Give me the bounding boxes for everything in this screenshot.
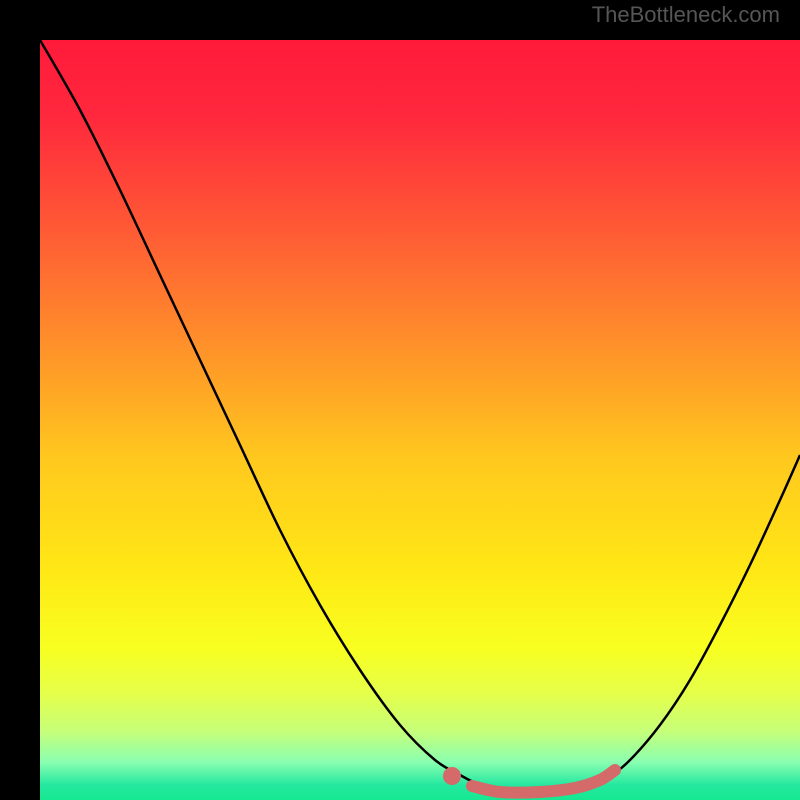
chart-svg	[40, 40, 800, 800]
highlight-dot	[443, 767, 461, 785]
watermark-text: TheBottleneck.com	[592, 2, 780, 28]
chart-frame	[0, 0, 800, 800]
plot-area	[40, 40, 800, 800]
